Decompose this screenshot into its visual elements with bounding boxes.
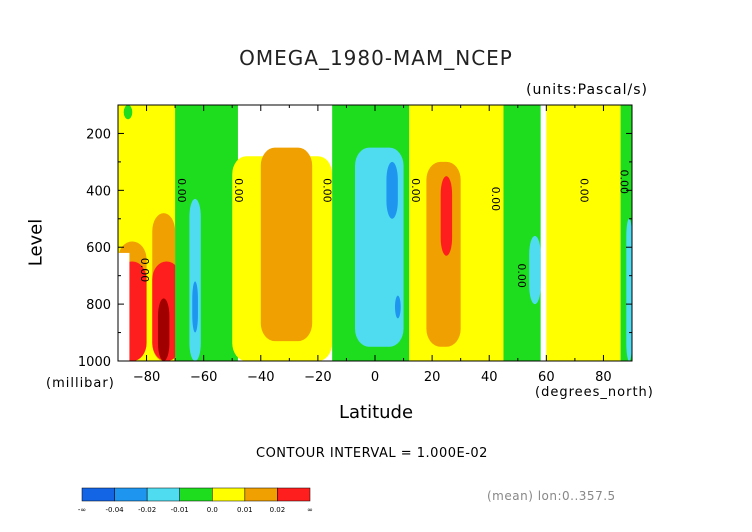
x-tick-label: 80 bbox=[595, 370, 612, 385]
colorbar: -∞ -0.04 -0.02 -0.01 0.0 0.01 0.02 ∞ bbox=[78, 487, 313, 514]
contour-region-negative bbox=[192, 281, 198, 333]
x-axis: −80 −60 −40 −20 0 20 40 60 80 bbox=[117, 105, 633, 385]
contour-line-label: 0.00 bbox=[321, 178, 334, 203]
colorbar-swatch bbox=[179, 487, 213, 502]
colorbar-swatch bbox=[277, 487, 311, 502]
no-data-region bbox=[118, 252, 130, 361]
y-tick-label: 600 bbox=[86, 241, 111, 256]
contour-region-extreme-positive bbox=[157, 298, 170, 361]
contour-region-positive bbox=[260, 147, 313, 342]
colorbar-swatch bbox=[212, 487, 246, 502]
colorbar-swatch bbox=[244, 487, 278, 502]
x-tick-label: 60 bbox=[538, 370, 555, 385]
y-axis: 200 400 600 800 1000 bbox=[78, 104, 632, 370]
contour-region-near-zero-negative bbox=[620, 105, 632, 361]
units-label: (units:Pascal/s) bbox=[526, 82, 648, 98]
contour-region-near-zero-negative bbox=[503, 105, 541, 361]
contour-fills bbox=[118, 105, 632, 361]
colorbar-label: -0.04 bbox=[106, 506, 125, 514]
contour-line-label: 0.00 bbox=[138, 258, 151, 283]
contour-line-label: 0.00 bbox=[409, 178, 422, 203]
contour-line-label: 0.00 bbox=[489, 187, 502, 212]
contour-region-negative bbox=[386, 161, 398, 219]
contour-line-label: 0.00 bbox=[232, 178, 245, 203]
y-tick-label: 400 bbox=[86, 184, 111, 199]
y-axis-label: Level bbox=[25, 218, 47, 267]
colorbar-swatch bbox=[81, 487, 115, 502]
x-axis-units: (degrees_north) bbox=[535, 385, 654, 400]
x-tick-label: −80 bbox=[133, 370, 160, 385]
contour-interval-label: CONTOUR INTERVAL = 1.000E-02 bbox=[256, 446, 488, 461]
colorbar-swatch bbox=[146, 487, 180, 502]
x-tick-label: −20 bbox=[304, 370, 331, 385]
x-tick-label: 20 bbox=[424, 370, 441, 385]
contour-region-weak-negative bbox=[189, 198, 201, 361]
contour-region-weak-negative bbox=[529, 235, 541, 305]
x-tick-label: −40 bbox=[247, 370, 274, 385]
x-axis-label: Latitude bbox=[338, 402, 414, 423]
y-tick-label: 1000 bbox=[78, 355, 111, 370]
contour-line-label: 0.00 bbox=[618, 170, 631, 195]
y-axis-units: (millibar) bbox=[46, 376, 115, 391]
mean-longitude-label: (mean) lon:0..357.5 bbox=[487, 489, 616, 503]
x-tick-label: −60 bbox=[190, 370, 217, 385]
x-tick-label: 40 bbox=[481, 370, 498, 385]
colorbar-label: -∞ bbox=[78, 506, 86, 514]
colorbar-label: -0.01 bbox=[171, 506, 189, 514]
colorbar-label: -0.02 bbox=[138, 506, 156, 514]
contour-labels: 0.00 0.00 0.00 0.00 0.00 0.00 0.00 0.00 0.00 bbox=[138, 170, 631, 288]
chart-title: OMEGA_1980-MAM_NCEP bbox=[239, 46, 513, 70]
y-tick-label: 200 bbox=[86, 127, 111, 142]
contour-region-near-zero-negative bbox=[175, 105, 238, 361]
contour-region-near-zero-negative bbox=[123, 105, 133, 120]
colorbar-label: 0.0 bbox=[207, 506, 218, 514]
colorbar-label: 0.01 bbox=[237, 506, 253, 514]
contour-region-near-zero-positive bbox=[546, 105, 621, 361]
contour-region-weak-negative bbox=[626, 218, 632, 361]
y-tick-label: 800 bbox=[86, 298, 111, 313]
colorbar-label: ∞ bbox=[307, 506, 313, 514]
colorbar-label: 0.02 bbox=[270, 506, 286, 514]
contour-line-label: 0.00 bbox=[578, 178, 591, 203]
contour-line-label: 0.00 bbox=[175, 178, 188, 203]
contour-region-strong-positive bbox=[440, 176, 453, 256]
contour-line-label: 0.00 bbox=[515, 263, 528, 288]
contour-region-negative bbox=[394, 295, 401, 319]
colorbar-swatch bbox=[114, 487, 148, 502]
x-tick-label: 0 bbox=[371, 370, 379, 385]
